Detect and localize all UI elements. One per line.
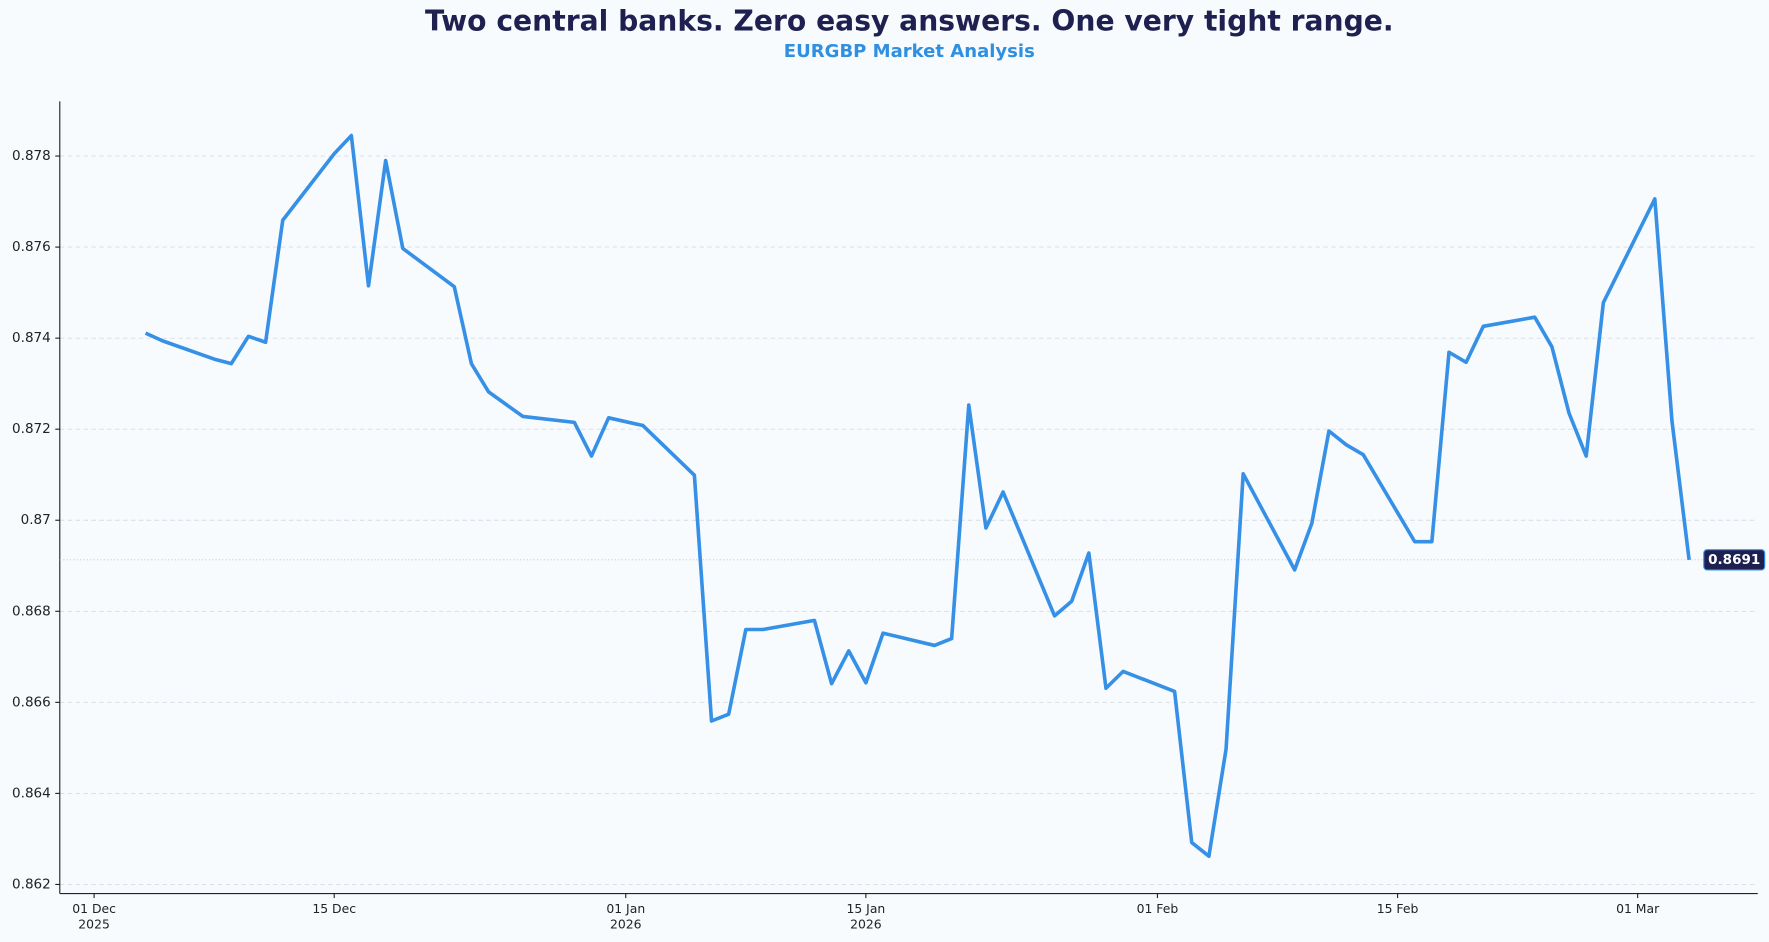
x-tick-label: 15 Feb <box>1377 901 1419 916</box>
y-tick-label: 0.868 <box>12 603 51 619</box>
y-tick-label: 0.87 <box>21 512 51 528</box>
x-tick-label: 2026 <box>610 917 642 932</box>
x-tick-label: 01 Dec <box>72 901 116 916</box>
x-tick-label: 01 Mar <box>1616 901 1660 916</box>
x-tick-label: 2025 <box>78 917 110 932</box>
x-tick-label: 01 Jan <box>606 901 645 916</box>
last-value-label: 0.8691 <box>1708 552 1760 568</box>
y-tick-label: 0.878 <box>12 148 51 164</box>
x-tick-label: 15 Dec <box>312 901 356 916</box>
x-tick-label: 2026 <box>850 917 882 932</box>
x-tick-label: 01 Feb <box>1137 901 1179 916</box>
y-tick-label: 0.864 <box>12 785 51 801</box>
price-line <box>144 133 1691 859</box>
y-tick-label: 0.876 <box>12 239 51 255</box>
chart-subtitle: EURGBP Market Analysis <box>784 41 1035 62</box>
y-tick-label: 0.874 <box>12 330 51 346</box>
x-tick-label: 15 Jan <box>846 901 885 916</box>
y-tick-label: 0.872 <box>12 421 51 437</box>
y-tick-label: 0.866 <box>12 694 51 710</box>
y-tick-label: 0.862 <box>12 876 51 892</box>
chart-title: Two central banks. Zero easy answers. On… <box>425 5 1394 38</box>
last-value-badge <box>1703 549 1766 571</box>
